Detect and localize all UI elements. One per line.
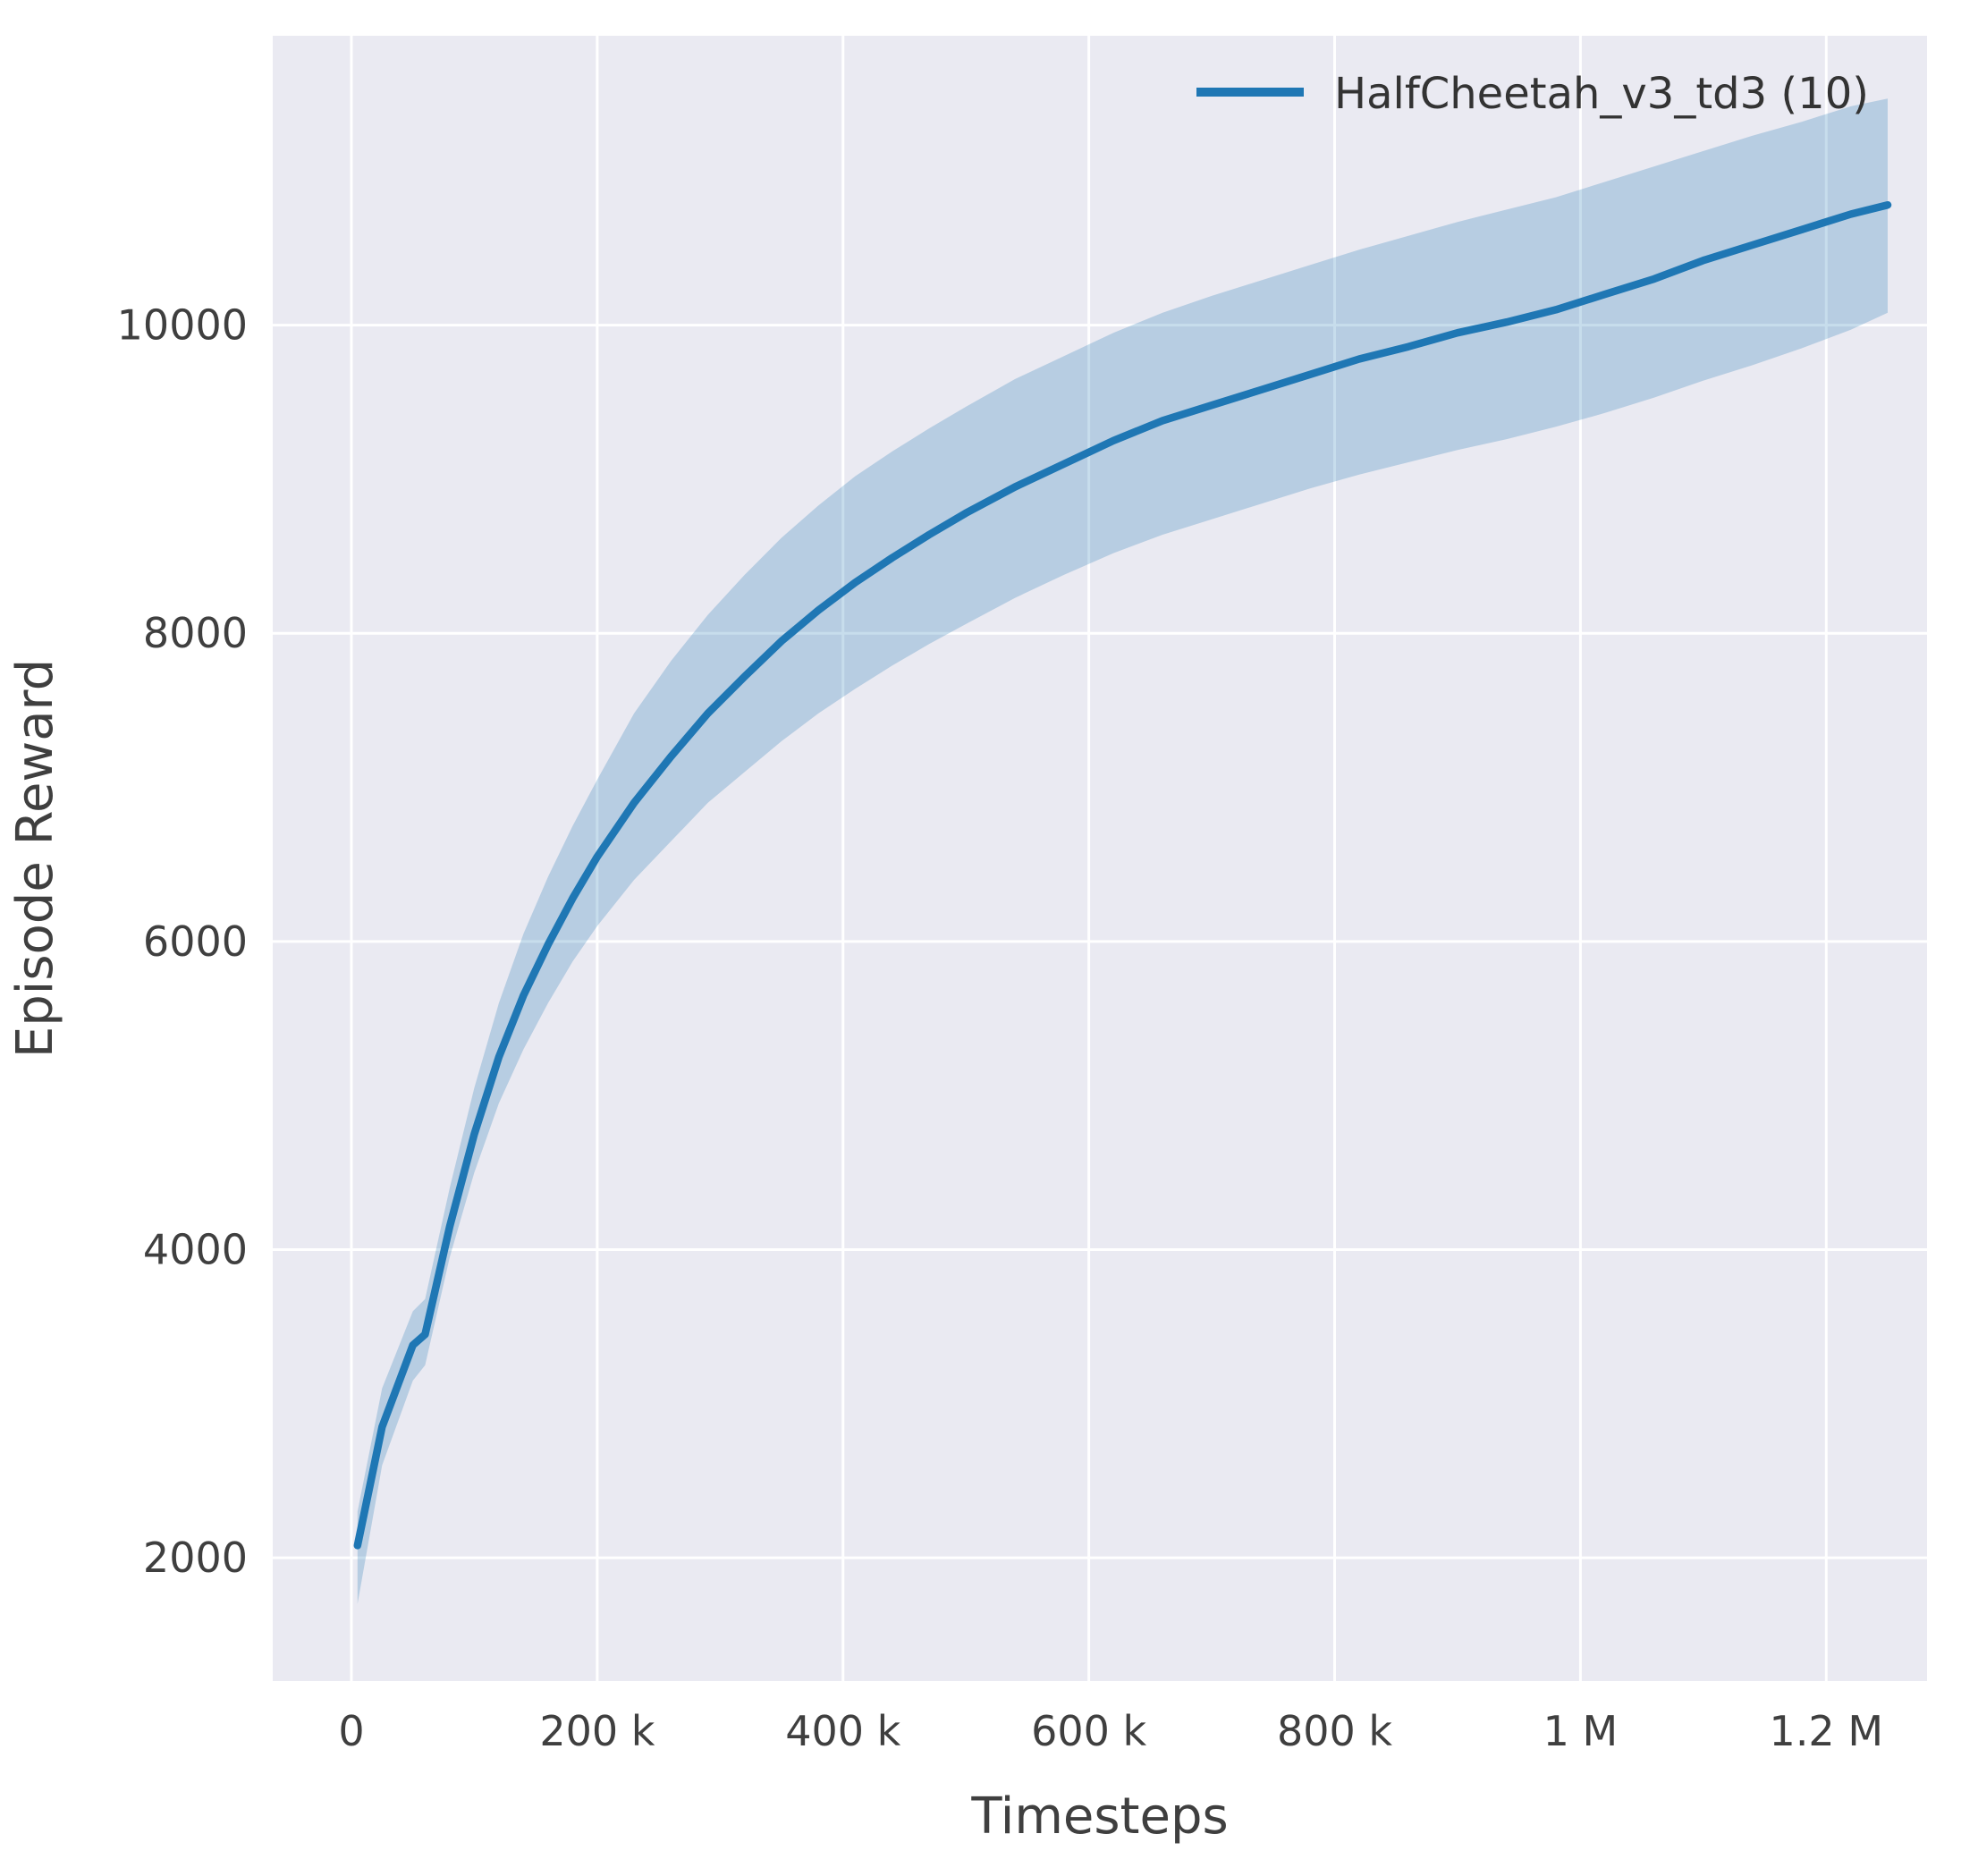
x-tick-label: 400 k [785, 1707, 900, 1755]
plot-background [273, 36, 1927, 1681]
legend: HalfCheetah_v3_td3 (10) [1196, 69, 1869, 119]
x-tick-label: 800 k [1277, 1707, 1392, 1755]
y-tick-label: 6000 [143, 917, 248, 966]
tick-labels: 0 200 k 400 k 600 k 800 k 1 M 1.2 M 2000 4000 600… [117, 301, 1883, 1755]
x-tick-label: 200 k [539, 1707, 655, 1755]
x-tick-label: 1.2 M [1770, 1707, 1883, 1755]
y-tick-label: 4000 [143, 1226, 248, 1274]
plot-area: 0 200 k 400 k 600 k 800 k 1 M 1.2 M 2000 4000 600… [117, 36, 1927, 1755]
x-axis-label: Timesteps [970, 1787, 1228, 1846]
mean-line [353, 200, 1892, 1550]
x-tick-label: 1 M [1543, 1707, 1619, 1755]
y-tick-label: 8000 [143, 609, 248, 657]
y-tick-label: 10000 [117, 301, 248, 350]
x-tick-label: 600 k [1031, 1707, 1146, 1755]
x-tick-label: 0 [338, 1707, 364, 1755]
y-tick-label: 2000 [143, 1534, 248, 1582]
legend-label: HalfCheetah_v3_td3 (10) [1334, 69, 1869, 119]
y-axis-label: Episode Reward [6, 659, 64, 1058]
